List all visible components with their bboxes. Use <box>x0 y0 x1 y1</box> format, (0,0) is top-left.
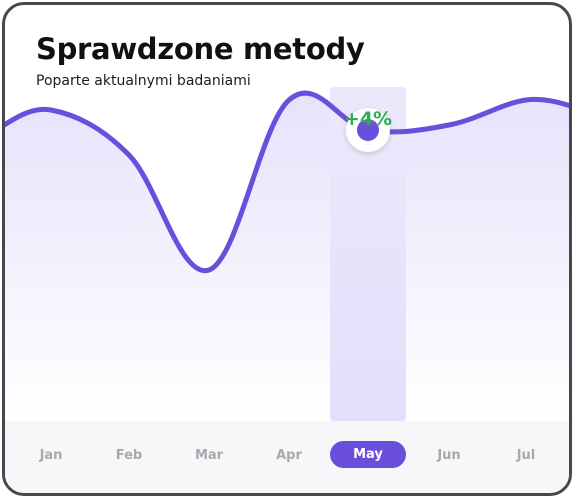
area-fill <box>5 93 569 421</box>
series-line <box>5 90 569 274</box>
x-axis-bar <box>5 421 569 493</box>
change-badge: +4% <box>343 108 393 130</box>
x-tick-jun[interactable]: Jun <box>437 448 461 463</box>
highlight-band <box>330 87 406 421</box>
chart-title: Sprawdzone metody <box>36 32 365 66</box>
x-tick-apr[interactable]: Apr <box>276 448 302 463</box>
x-tick-may[interactable]: May <box>330 441 406 468</box>
x-tick-mar[interactable]: Mar <box>194 448 224 463</box>
chart-subtitle: Poparte aktualnymi badaniami <box>36 73 251 89</box>
x-tick-jan[interactable]: Jan <box>39 448 63 463</box>
line-chart <box>5 87 569 421</box>
x-tick-jul[interactable]: Jul <box>516 448 536 463</box>
x-tick-feb[interactable]: Feb <box>115 448 143 463</box>
data-point-may[interactable] <box>357 119 379 141</box>
